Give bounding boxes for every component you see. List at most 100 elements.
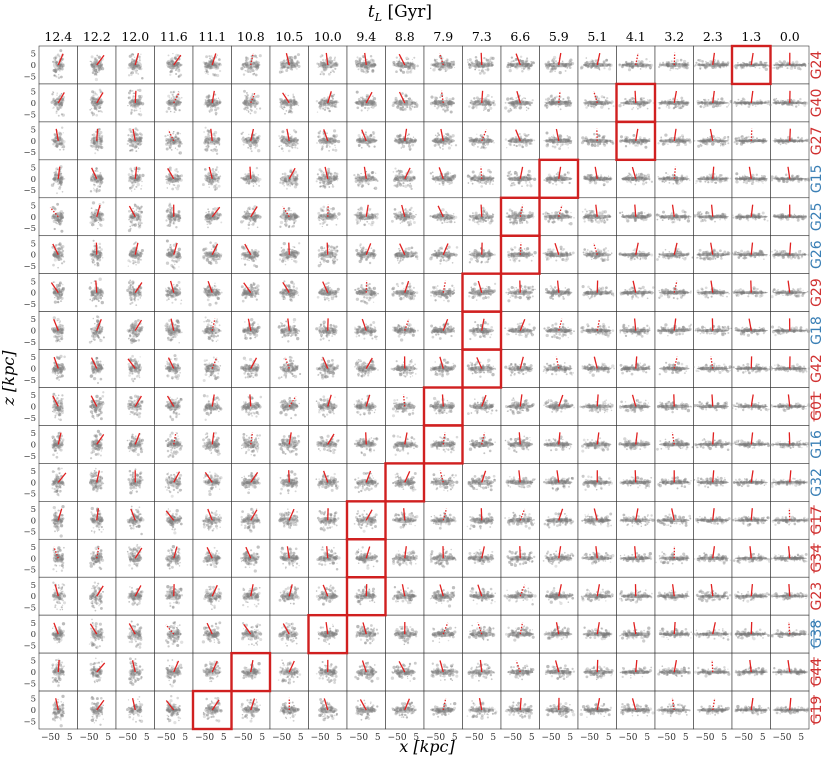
- gas-particle: [396, 60, 397, 61]
- gas-particle: [255, 144, 258, 147]
- gas-particle: [90, 190, 92, 192]
- gas-particle: [509, 105, 510, 106]
- gas-particle: [130, 149, 132, 151]
- gas-particle: [356, 106, 359, 109]
- gas-particle: [322, 108, 324, 110]
- gas-particle: [365, 134, 367, 136]
- gas-particle: [328, 110, 329, 111]
- gas-particle: [63, 149, 65, 151]
- gas-particle: [676, 145, 677, 146]
- gas-particle: [291, 108, 292, 109]
- gas-particle: [504, 106, 507, 109]
- gas-particle: [99, 185, 101, 187]
- gas-particle: [140, 188, 142, 190]
- gas-particle: [337, 140, 340, 143]
- gas-particle: [475, 56, 478, 59]
- gas-particle: [680, 136, 681, 137]
- gas-particle: [248, 134, 249, 135]
- gas-particle: [727, 142, 729, 144]
- gas-particle: [249, 71, 250, 72]
- gas-particle: [57, 169, 59, 171]
- gas-particle: [657, 142, 659, 144]
- gas-particle: [483, 57, 485, 59]
- gas-particle: [317, 173, 319, 175]
- gas-particle: [63, 132, 64, 133]
- gas-particle: [207, 130, 210, 133]
- panel: [193, 84, 232, 122]
- gas-particle: [491, 57, 494, 60]
- gas-particle: [283, 185, 285, 187]
- gas-particle: [467, 59, 468, 60]
- gas-particle: [202, 183, 205, 186]
- gas-particle: [177, 132, 180, 135]
- gas-particle: [252, 171, 254, 173]
- gas-particle: [91, 145, 94, 148]
- panel: [78, 84, 117, 122]
- gas-particle: [659, 62, 661, 64]
- gas-particle: [210, 108, 213, 111]
- gas-particle: [653, 102, 654, 103]
- gas-particle: [562, 61, 564, 63]
- gas-particle: [728, 103, 729, 104]
- gas-particle: [544, 104, 546, 106]
- gas-particle: [250, 147, 252, 149]
- gas-particle: [707, 137, 708, 138]
- gas-particle: [399, 108, 402, 111]
- gas-particle: [98, 57, 100, 59]
- gas-particle: [666, 104, 668, 106]
- gas-particle: [60, 76, 63, 79]
- gas-particle: [137, 73, 139, 75]
- gas-particle: [91, 55, 94, 58]
- gas-particle: [56, 192, 58, 194]
- gas-particle: [54, 70, 56, 72]
- gas-particle: [328, 150, 330, 152]
- gas-particle: [608, 68, 611, 71]
- gas-particle: [511, 61, 513, 63]
- gas-particle: [101, 137, 103, 139]
- gas-particle: [337, 180, 338, 181]
- panel: [309, 46, 348, 84]
- gas-particle: [176, 187, 179, 190]
- gas-particle: [795, 105, 797, 107]
- gas-particle: [98, 110, 100, 112]
- gas-particle: [180, 174, 183, 177]
- gas-particle: [130, 113, 132, 115]
- gas-particle: [673, 107, 675, 109]
- gas-particle: [361, 147, 363, 149]
- gas-particle: [738, 99, 740, 101]
- gas-particle: [290, 185, 292, 187]
- gas-particle: [172, 94, 174, 96]
- gas-particle: [219, 99, 221, 101]
- gas-particle: [131, 144, 134, 147]
- gas-particle: [644, 146, 647, 149]
- gas-particle: [214, 94, 216, 96]
- gas-particle: [476, 107, 478, 109]
- gas-particle: [253, 185, 255, 187]
- gas-particle: [95, 108, 97, 110]
- gas-particle: [797, 137, 799, 139]
- gas-particle: [134, 127, 137, 130]
- gas-particle: [256, 57, 258, 59]
- gas-particle: [786, 67, 788, 69]
- gas-particle: [778, 143, 779, 144]
- gas-particle: [518, 144, 521, 147]
- panel: [693, 46, 732, 84]
- panel: [769, 84, 809, 122]
- gas-particle: [628, 68, 631, 71]
- gas-particle: [321, 149, 323, 151]
- gas-particle: [488, 59, 491, 62]
- gas-particle: [486, 147, 487, 148]
- gas-particle: [176, 149, 178, 151]
- gas-particle: [209, 111, 210, 112]
- gas-particle: [451, 145, 453, 147]
- panel: [155, 84, 194, 122]
- gas-particle: [486, 96, 487, 97]
- gas-particle: [634, 144, 636, 146]
- gas-particle: [481, 69, 484, 72]
- gas-particle: [215, 149, 218, 152]
- gas-particle: [319, 168, 322, 171]
- gas-particle: [358, 145, 360, 147]
- gas-particle: [288, 112, 290, 114]
- gas-particle: [402, 106, 404, 108]
- gas-particle: [62, 145, 65, 148]
